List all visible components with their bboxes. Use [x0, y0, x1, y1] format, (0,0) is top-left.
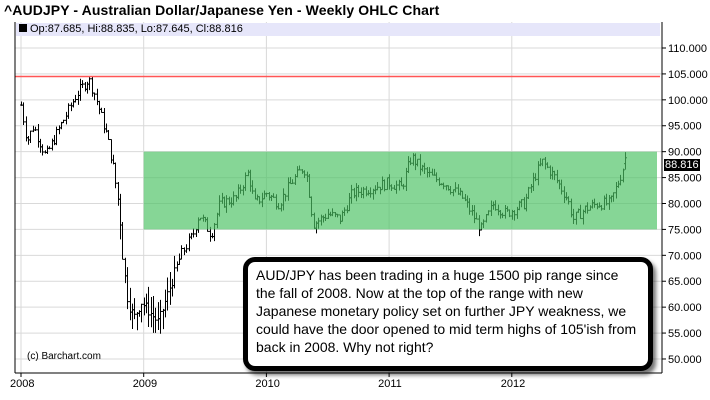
ohlc-bar: [176, 261, 179, 272]
ohlc-bar: [150, 297, 153, 328]
ohlc-bar: [154, 307, 157, 333]
y-tick-label: 50.000: [668, 354, 702, 366]
ohlc-bar: [124, 257, 127, 284]
ohlc-bar: [162, 308, 165, 330]
ohlc-bar: [34, 126, 37, 132]
ohlc-bar: [37, 123, 40, 148]
ohlc-bar: [121, 222, 124, 260]
y-tick-label: 105.000: [668, 69, 708, 81]
ohlc-bar: [84, 82, 87, 92]
ohlc-bar: [147, 286, 150, 327]
ohlc-bar: [22, 102, 25, 126]
x-tick-label: 2009: [133, 378, 157, 390]
y-tick-label: 100.000: [668, 95, 708, 107]
ohlc-bar: [211, 233, 214, 239]
copyright-text: (c) Barchart.com: [27, 351, 101, 362]
ohlc-values: Op:87.685, Hi:88.835, Lo:87.645, Cl:88.8…: [30, 23, 243, 35]
ohlc-bar: [96, 88, 99, 106]
ohlc-bar: [166, 277, 169, 311]
ohlc-bar: [81, 80, 84, 88]
x-tick-label: 2008: [10, 378, 34, 390]
ohlc-bar: [58, 125, 61, 135]
ohlc-bar: [65, 111, 68, 125]
ohlc-bar: [100, 107, 103, 113]
ohlc-bar: [41, 144, 44, 156]
ohlc-legend: Op:87.685, Hi:88.835, Lo:87.645, Cl:88.8…: [16, 23, 660, 36]
ohlc-bar: [126, 267, 129, 310]
annotation-callout: AUD/JPY has been trading in a huge 1500 …: [243, 257, 653, 371]
trading-range-band: [143, 151, 657, 230]
ohlc-bar: [91, 76, 94, 97]
ohlc-bar: [29, 130, 32, 144]
ohlc-bar: [103, 108, 106, 134]
x-tick-label: 2012: [501, 378, 525, 390]
ohlc-bar: [129, 287, 132, 321]
ohlc-bar: [114, 162, 117, 189]
ohlc-bar: [46, 145, 49, 154]
series-swatch: [19, 24, 27, 32]
ohlc-bar: [88, 77, 91, 91]
ohlc-bar: [192, 228, 195, 238]
ohlc-bar: [70, 102, 73, 112]
ohlc-bar: [77, 90, 80, 105]
ohlc-bar: [39, 138, 42, 153]
ohlc-bar: [136, 311, 139, 331]
y-tick-label: 90.000: [668, 147, 702, 159]
ohlc-bar: [180, 245, 183, 260]
ohlc-bar: [107, 130, 110, 141]
ohlc-bar: [152, 295, 155, 333]
chart-title: ^AUDJPY - Australian Dollar/Japanese Yen…: [4, 2, 440, 18]
ohlc-bar: [32, 125, 35, 133]
x-tick-label: 2011: [378, 378, 402, 390]
last-price-tag: 88.816: [664, 159, 700, 171]
ohlc-bar: [119, 193, 122, 240]
y-tick-label: 65.000: [668, 276, 702, 288]
ohlc-bar: [79, 78, 82, 101]
y-tick-label: 80.000: [668, 198, 702, 210]
ohlc-bar: [164, 289, 167, 318]
ohlc-bar: [86, 81, 89, 94]
ohlc-bar: [117, 182, 120, 206]
ohlc-bar: [157, 302, 160, 331]
ohlc-bar: [74, 94, 77, 103]
ohlc-bar: [140, 303, 143, 323]
ohlc-bar: [48, 146, 51, 150]
ohlc-bar: [93, 92, 96, 101]
ohlc-bar: [133, 298, 136, 320]
ohlc-bar: [185, 244, 188, 253]
ohlc-bar: [98, 100, 101, 115]
ohlc-bar: [55, 126, 58, 146]
ohlc-bar: [188, 233, 191, 252]
ohlc-bar: [62, 119, 65, 124]
ohlc-bar: [159, 299, 162, 334]
y-tick-label: 85.000: [668, 173, 702, 185]
y-tick-label: 110.000: [668, 43, 707, 55]
y-tick-label: 95.000: [668, 121, 702, 133]
y-tick-label: 70.000: [668, 250, 702, 262]
x-tick-label: 2010: [255, 378, 279, 390]
y-tick-label: 55.000: [668, 328, 702, 340]
y-tick-label: 60.000: [668, 302, 702, 314]
ohlc-bar: [112, 154, 115, 165]
ohlc-bar: [173, 255, 176, 289]
y-tick-label: 75.000: [668, 224, 702, 236]
ohlc-bar: [67, 103, 70, 119]
